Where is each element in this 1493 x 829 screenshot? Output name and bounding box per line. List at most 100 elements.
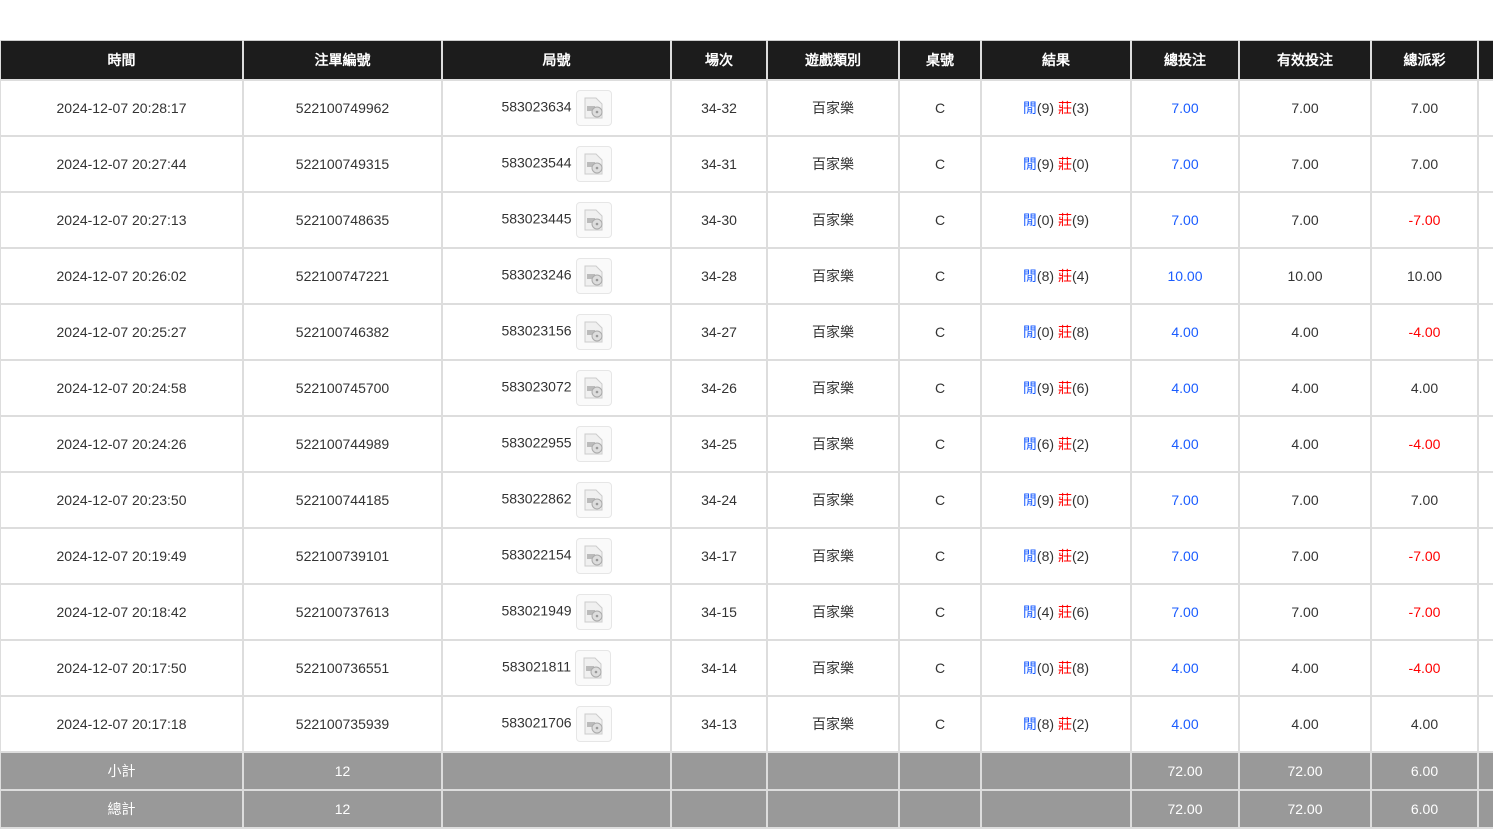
column-header[interactable]: 注單編號 xyxy=(242,40,443,81)
payout: -7.00 xyxy=(1370,583,1479,641)
valid-bet: 4.00 xyxy=(1238,359,1372,417)
shoe: 34-32 xyxy=(670,79,768,137)
video-replay-icon[interactable] xyxy=(575,258,612,294)
valid-bet: 4.00 xyxy=(1238,695,1372,753)
result: 閒(8) 莊(4) xyxy=(980,247,1132,305)
summary-valid: 72.00 xyxy=(1238,751,1372,791)
summary-row: 小計 12 72.00 72.00 6.00 xyxy=(0,751,1493,791)
round-id: 583023072 xyxy=(501,378,572,395)
round-id: 583021949 xyxy=(501,602,572,619)
bet-time: 2024-12-07 20:24:58 xyxy=(0,359,244,417)
column-header[interactable]: 遊戲類別 xyxy=(766,40,900,81)
total-bet[interactable]: 7.00 xyxy=(1130,471,1240,529)
bet-time: 2024-12-07 20:18:42 xyxy=(0,583,244,641)
banker-label: 莊 xyxy=(1057,492,1072,508)
bet-time: 2024-12-07 20:24:26 xyxy=(0,415,244,473)
bet-id: 522100749315 xyxy=(242,135,443,193)
result: 閒(8) 莊(2) xyxy=(980,695,1132,753)
banker-label: 莊 xyxy=(1057,380,1072,396)
payout: 10.00 xyxy=(1370,247,1479,305)
bet-id: 522100735939 xyxy=(242,695,443,753)
table-row: 2024-12-07 20:17:50 522100736551 5830218… xyxy=(0,639,1493,697)
total-bet[interactable]: 4.00 xyxy=(1130,359,1240,417)
video-replay-icon[interactable] xyxy=(575,426,612,462)
table-row: 2024-12-07 20:19:49 522100739101 5830221… xyxy=(0,527,1493,585)
total-bet[interactable]: 10.00 xyxy=(1130,247,1240,305)
player-label: 閒 xyxy=(1022,660,1037,676)
banker-score: (0) xyxy=(1071,492,1090,508)
column-header[interactable]: 總投注 xyxy=(1130,40,1240,81)
total-bet[interactable]: 4.00 xyxy=(1130,303,1240,361)
valid-bet: 4.00 xyxy=(1238,639,1372,697)
summary-label: 小計 xyxy=(0,751,244,791)
summary-payout: 6.00 xyxy=(1370,789,1479,829)
shoe: 34-15 xyxy=(670,583,768,641)
column-header[interactable]: 局號 xyxy=(441,40,672,81)
total-bet[interactable]: 4.00 xyxy=(1130,695,1240,753)
total-bet[interactable]: 4.00 xyxy=(1130,639,1240,697)
video-replay-icon[interactable] xyxy=(575,370,612,406)
bet-id: 522100748635 xyxy=(242,191,443,249)
payout: -4.00 xyxy=(1370,639,1479,697)
valid-bet: 4.00 xyxy=(1238,415,1372,473)
column-header[interactable]: 結果 xyxy=(980,40,1132,81)
round-id: 583022955 xyxy=(501,434,572,451)
table-row: 2024-12-07 20:23:50 522100744185 5830228… xyxy=(0,471,1493,529)
table-id: C xyxy=(898,639,982,697)
table-id: C xyxy=(898,191,982,249)
shoe: 34-26 xyxy=(670,359,768,417)
column-header[interactable]: 場次 xyxy=(670,40,768,81)
video-replay-icon[interactable] xyxy=(575,594,612,630)
summary-valid: 72.00 xyxy=(1238,789,1372,829)
summary-label: 總計 xyxy=(0,789,244,829)
banker-label: 莊 xyxy=(1057,548,1072,564)
total-bet[interactable]: 7.00 xyxy=(1130,79,1240,137)
column-header[interactable]: 桌號 xyxy=(898,40,982,81)
video-replay-icon[interactable] xyxy=(575,146,612,182)
total-bet[interactable]: 7.00 xyxy=(1130,527,1240,585)
round-cell: 583023072 xyxy=(441,359,672,417)
total-bet[interactable]: 7.00 xyxy=(1130,191,1240,249)
shoe: 34-30 xyxy=(670,191,768,249)
column-header[interactable]: 時間 xyxy=(0,40,244,81)
total-bet[interactable]: 7.00 xyxy=(1130,583,1240,641)
round-cell: 583023156 xyxy=(441,303,672,361)
round-id: 583021811 xyxy=(501,658,572,675)
total-bet[interactable]: 4.00 xyxy=(1130,415,1240,473)
game-type: 百家樂 xyxy=(766,415,900,473)
column-header[interactable] xyxy=(1477,40,1493,81)
total-bet[interactable]: 7.00 xyxy=(1130,135,1240,193)
column-header[interactable]: 有效投注 xyxy=(1238,40,1372,81)
player-score: (9) xyxy=(1036,380,1055,396)
round-id: 583023246 xyxy=(501,266,572,283)
banker-score: (8) xyxy=(1071,324,1090,340)
payout: 4.00 xyxy=(1370,359,1479,417)
banker-score: (2) xyxy=(1071,548,1090,564)
video-replay-icon[interactable] xyxy=(575,482,612,518)
payout: -7.00 xyxy=(1370,527,1479,585)
column-header[interactable]: 總派彩 xyxy=(1370,40,1479,81)
player-score: (8) xyxy=(1036,548,1055,564)
shoe: 34-17 xyxy=(670,527,768,585)
video-replay-icon[interactable] xyxy=(575,538,612,574)
video-replay-icon[interactable] xyxy=(575,706,612,742)
video-replay-icon[interactable] xyxy=(575,202,612,238)
player-label: 閒 xyxy=(1022,268,1037,284)
banker-label: 莊 xyxy=(1057,716,1072,732)
bet-time: 2024-12-07 20:23:50 xyxy=(0,471,244,529)
valid-bet: 7.00 xyxy=(1238,471,1372,529)
valid-bet: 4.00 xyxy=(1238,303,1372,361)
video-replay-icon[interactable] xyxy=(575,314,612,350)
player-label: 閒 xyxy=(1022,492,1037,508)
game-type: 百家樂 xyxy=(766,191,900,249)
banker-label: 莊 xyxy=(1057,660,1072,676)
video-replay-icon[interactable] xyxy=(575,650,612,686)
shoe: 34-13 xyxy=(670,695,768,753)
player-label: 閒 xyxy=(1022,548,1037,564)
round-id: 583023634 xyxy=(501,98,572,115)
table-id: C xyxy=(898,359,982,417)
bet-id: 522100744185 xyxy=(242,471,443,529)
video-replay-icon[interactable] xyxy=(575,90,612,126)
valid-bet: 7.00 xyxy=(1238,135,1372,193)
extra-cell xyxy=(1477,471,1493,529)
